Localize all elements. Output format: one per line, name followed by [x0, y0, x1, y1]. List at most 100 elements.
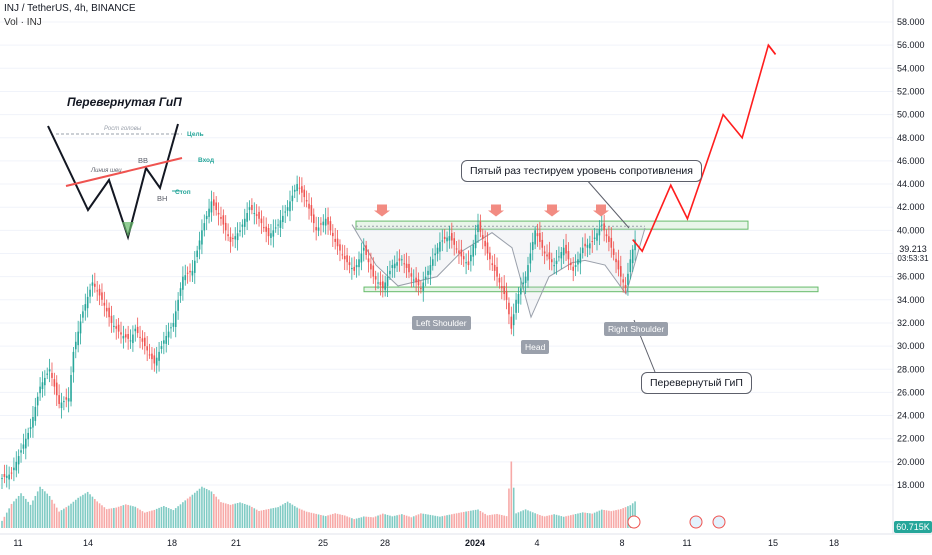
touch-arrow-icon: [488, 204, 504, 217]
volume-bar: [34, 495, 37, 528]
candle-body: [310, 205, 313, 216]
volume-bar: [136, 508, 139, 528]
candle-body: [174, 311, 177, 328]
candle-body: [205, 215, 208, 220]
price-tick-label: 20.000: [897, 457, 925, 467]
volume-bar: [334, 513, 336, 528]
volume-bar: [579, 512, 582, 528]
candle-body: [622, 279, 624, 283]
volume-bar: [122, 505, 125, 528]
candle-body: [25, 438, 27, 449]
volume-bar: [186, 498, 189, 528]
candle-body: [543, 251, 546, 254]
volume-bar: [253, 508, 256, 528]
volume-bar: [279, 505, 282, 528]
volume-bar: [389, 515, 391, 528]
volume-bar: [25, 498, 27, 528]
candle-body: [536, 233, 539, 237]
candle-body: [348, 262, 351, 266]
time-tick-label: 11: [13, 538, 22, 548]
volume-bar: [65, 507, 68, 528]
candle-body: [282, 215, 284, 223]
flag-event-icon: [712, 515, 726, 529]
volume-bar: [263, 509, 265, 528]
volume-bar: [153, 509, 156, 528]
volume-bar: [458, 512, 460, 528]
volume-bar: [339, 514, 341, 528]
candle-body: [74, 341, 77, 350]
volume-bar: [8, 508, 10, 528]
candle-body: [351, 267, 353, 270]
candle-body: [108, 307, 110, 318]
head-label: Head: [521, 340, 550, 354]
volume-bar: [53, 503, 56, 528]
candle-body: [15, 461, 18, 471]
candle-body: [362, 247, 365, 251]
candle-body: [298, 187, 301, 189]
candle-body: [165, 335, 168, 344]
candle-body: [117, 324, 120, 332]
candle-body: [529, 253, 532, 264]
volume-bar: [584, 512, 586, 528]
candle-body: [167, 331, 170, 338]
candle-body: [382, 281, 384, 289]
volume-bar: [291, 504, 294, 528]
volume-bar: [508, 488, 510, 528]
volume-bar: [615, 510, 617, 528]
volume-bar: [327, 515, 329, 528]
volume-bar: [246, 504, 248, 528]
candle-body: [224, 222, 227, 231]
volume-bar: [612, 510, 615, 528]
volume-bar: [367, 516, 370, 528]
volume-bar: [403, 514, 406, 528]
candle-body: [553, 265, 555, 267]
volume-bar: [72, 501, 75, 528]
volume-bar: [20, 493, 22, 528]
volume-bar: [484, 513, 486, 528]
candle-body: [546, 254, 548, 257]
volume-bar: [60, 510, 63, 528]
volume-bar: [600, 509, 603, 528]
candle-body: [186, 272, 189, 274]
candle-body: [539, 232, 541, 242]
candle-body: [398, 258, 401, 261]
volume-bar: [465, 511, 467, 528]
candle-body: [477, 224, 479, 233]
candle-body: [179, 288, 182, 296]
candle-body: [1, 478, 3, 480]
volume-bar: [562, 516, 565, 528]
inset-diagram: Перевернутая ГиП Рост головы Цель Линия шеи…: [47, 95, 214, 241]
volume-bar: [541, 515, 544, 528]
volume-bar: [27, 501, 29, 528]
volume-bar: [151, 510, 153, 528]
candle-body: [443, 236, 446, 240]
volume-bar: [415, 515, 417, 528]
volume-bar: [581, 512, 584, 528]
inset-target-label: Цель: [187, 131, 204, 138]
candle-body: [27, 432, 29, 440]
volume-bar: [424, 514, 427, 528]
candle-body: [581, 247, 584, 254]
candle-body: [303, 189, 306, 198]
volume-bar: [184, 500, 187, 528]
candle-body: [484, 240, 486, 247]
volume-bar: [251, 506, 253, 528]
candle-body: [560, 252, 563, 259]
candle-body: [465, 262, 467, 264]
candle-body: [70, 375, 72, 402]
volume-bar: [29, 504, 32, 528]
candle-body: [122, 335, 125, 339]
volume-bar: [1, 520, 3, 528]
candle-body: [34, 406, 37, 421]
volume-bar: [213, 494, 215, 528]
volume-bar: [634, 501, 636, 528]
candle-body: [101, 292, 103, 300]
volume-bar: [312, 513, 315, 528]
candle-body: [79, 321, 82, 334]
candle-body: [462, 256, 465, 260]
candle-body: [305, 200, 308, 202]
candle-body: [386, 276, 389, 286]
volume-bar: [627, 506, 629, 528]
